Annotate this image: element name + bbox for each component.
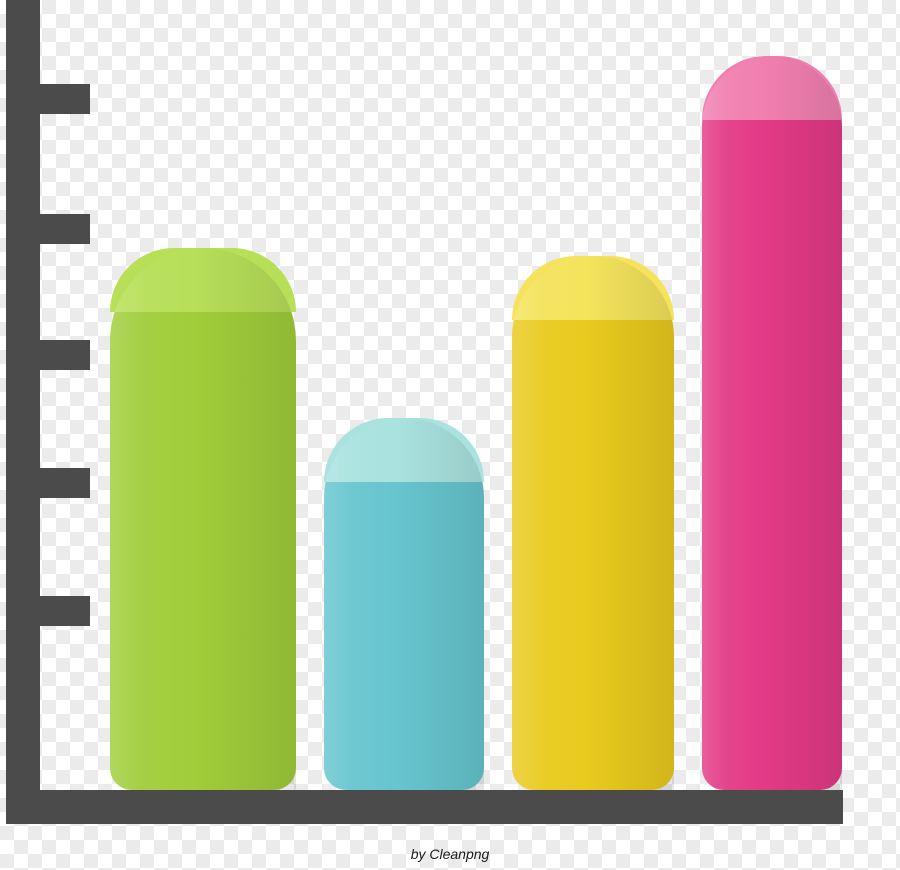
y-axis-tick (40, 84, 90, 114)
y-axis-tick (40, 468, 90, 498)
y-axis-tick (40, 340, 90, 370)
y-axis-tick (40, 596, 90, 626)
bar-blue-cap (324, 418, 484, 482)
x-axis (6, 790, 843, 824)
y-axis-tick (40, 214, 90, 244)
bar-blue (324, 418, 484, 790)
y-axis (6, 0, 40, 824)
chart-canvas: by Cleanpng (0, 0, 900, 870)
bar-yellow-body (512, 256, 674, 790)
bar-yellow (512, 256, 674, 790)
bar-green (110, 248, 296, 790)
bar-pink-body (702, 56, 842, 790)
bar-pink (702, 56, 842, 790)
attribution-text: by Cleanpng (0, 846, 900, 862)
axis-corner (6, 790, 40, 824)
bar-yellow-cap (512, 256, 674, 320)
bar-green-body (110, 248, 296, 790)
bar-pink-cap (702, 56, 842, 120)
bar-green-cap (110, 248, 296, 312)
